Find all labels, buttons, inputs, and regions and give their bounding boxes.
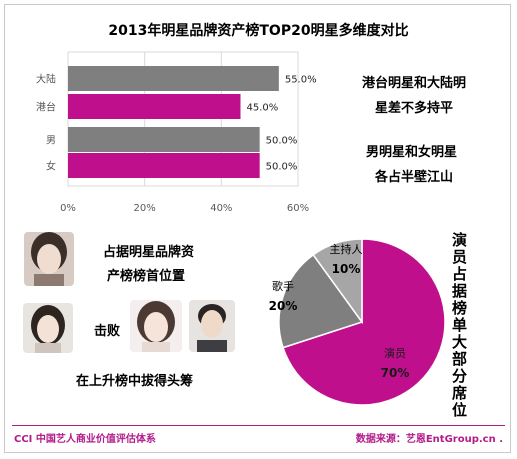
region-note-line2: 星差不多持平 xyxy=(375,101,454,116)
x-tick-label: 0% xyxy=(60,203,76,214)
defeat-label: 击败 xyxy=(94,324,121,339)
bar-value-label: 50.0% xyxy=(266,136,298,147)
x-tick-label: 40% xyxy=(210,203,232,214)
pie-side-char: 分 xyxy=(452,367,468,385)
category-label: 男 xyxy=(46,135,56,147)
pie-slice xyxy=(278,253,364,349)
top-note-line1: 占据明星品牌资 xyxy=(103,245,195,260)
actor-portrait xyxy=(189,300,235,352)
pie-side-char: 单 xyxy=(452,316,468,334)
footer-source-system: CCI 中国艺人商业价值评估体系 xyxy=(14,434,156,445)
actress-portrait-1 xyxy=(24,232,74,286)
pie-side-char: 榜 xyxy=(452,299,468,317)
pie-side-char: 演 xyxy=(452,231,468,249)
bar xyxy=(68,127,260,152)
pie-side-char: 占 xyxy=(452,265,468,283)
bar-value-label: 45.0% xyxy=(247,103,279,114)
pie-side-char: 员 xyxy=(452,248,468,266)
pie-slice-label: 主持人 xyxy=(330,242,363,256)
category-label: 大陆 xyxy=(36,73,56,86)
chart-title: 2013年明星品牌资产榜TOP20明星多维度对比 xyxy=(108,23,409,39)
footer-divider xyxy=(12,425,505,426)
bar-value-label: 50.0% xyxy=(266,162,298,173)
category-label: 女 xyxy=(46,160,56,173)
pie-side-char: 部 xyxy=(452,350,468,368)
pie-slice xyxy=(312,238,363,325)
bar-value-label: 55.0% xyxy=(285,75,317,86)
pie-side-char: 位 xyxy=(452,401,468,419)
region-note-line1: 港台明星和大陆明 xyxy=(362,76,467,91)
actress-portrait-2 xyxy=(23,303,73,353)
pie-slice xyxy=(282,238,446,406)
bar xyxy=(68,153,260,178)
pie-slice-value: 70% xyxy=(381,366,410,380)
actress-portrait-3 xyxy=(130,300,182,352)
pie-slice-value: 20% xyxy=(269,299,298,313)
footer-data-source: 数据来源：艺恩EntGroup.cn . xyxy=(355,434,503,445)
pie-side-note: 演员占据榜单大部分席位 xyxy=(452,232,474,419)
x-tick-label: 60% xyxy=(287,203,309,214)
pie-side-char: 大 xyxy=(452,333,468,351)
pie-slice-label: 歌手 xyxy=(272,279,294,293)
rise-note: 在上升榜中拔得头筹 xyxy=(76,374,194,389)
pie-side-char: 据 xyxy=(452,282,468,300)
pie-slice-label: 演员 xyxy=(384,346,406,360)
category-label: 港台 xyxy=(36,101,56,114)
x-tick-label: 20% xyxy=(134,203,156,214)
pie-slice-value: 10% xyxy=(332,262,361,276)
bar xyxy=(68,94,241,119)
gender-note-line1: 男明星和女明星 xyxy=(366,145,458,160)
gender-note-line2: 各占半壁江山 xyxy=(375,170,454,185)
bar xyxy=(68,66,279,91)
top-note-line2: 产榜榜首位置 xyxy=(107,269,186,284)
pie-side-char: 席 xyxy=(452,384,468,402)
